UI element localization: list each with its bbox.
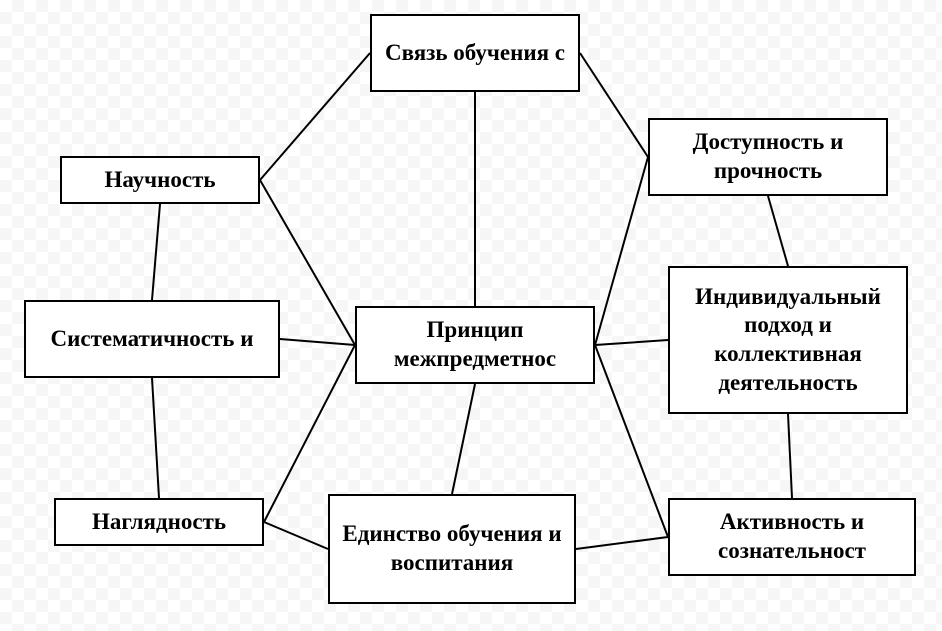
node-activity: Активность и сознательност: [668, 498, 916, 576]
node-label: Связь обучения с: [385, 39, 565, 68]
node-label: Научность: [104, 166, 215, 195]
node-label: Единство обучения и воспитания: [340, 520, 564, 578]
node-label: Индивидуальный подход и коллективная дея…: [680, 283, 896, 398]
node-label: Принцип межпредметнос: [367, 316, 583, 374]
node-access: Доступность и прочность: [648, 118, 888, 196]
node-unity: Единство обучения и воспитания: [328, 494, 576, 604]
node-individual: Индивидуальный подход и коллективная дея…: [668, 266, 908, 414]
node-visual: Наглядность: [54, 498, 264, 546]
node-label: Активность и сознательност: [680, 508, 904, 566]
node-top: Связь обучения с: [370, 14, 580, 92]
node-science: Научность: [60, 156, 260, 204]
node-label: Наглядность: [92, 508, 226, 537]
node-label: Систематичность и: [51, 325, 254, 354]
node-label: Доступность и прочность: [660, 128, 876, 186]
node-center: Принцип межпредметнос: [355, 306, 595, 384]
diagram-canvas: Принцип межпредметнос Связь обучения с Н…: [0, 0, 942, 631]
node-systematic: Систематичность и: [24, 300, 280, 378]
